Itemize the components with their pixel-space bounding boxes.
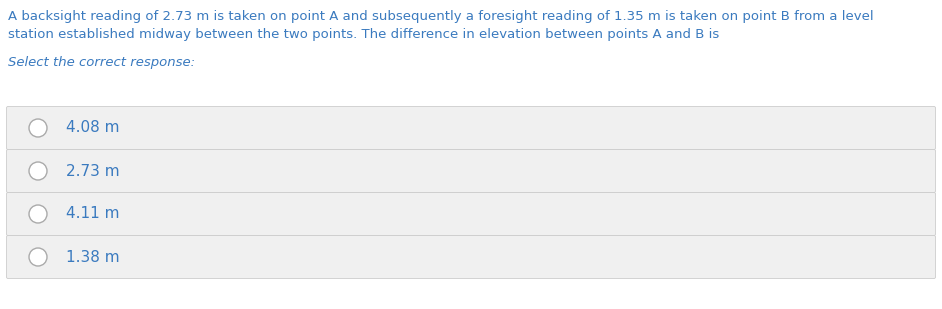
FancyBboxPatch shape [7,193,935,235]
Circle shape [29,119,47,137]
FancyBboxPatch shape [7,107,935,150]
Text: 2.73 m: 2.73 m [66,163,120,179]
FancyBboxPatch shape [7,235,935,278]
Text: Select the correct response:: Select the correct response: [8,56,195,69]
Circle shape [29,205,47,223]
Circle shape [29,248,47,266]
Text: 4.08 m: 4.08 m [66,121,120,136]
Text: 4.11 m: 4.11 m [66,206,120,222]
Text: A backsight reading of 2.73 m is taken on point A and subsequently a foresight r: A backsight reading of 2.73 m is taken o… [8,10,873,23]
FancyBboxPatch shape [7,150,935,193]
Circle shape [29,162,47,180]
Text: 1.38 m: 1.38 m [66,249,120,265]
Text: station established midway between the two points. The difference in elevation b: station established midway between the t… [8,28,720,41]
